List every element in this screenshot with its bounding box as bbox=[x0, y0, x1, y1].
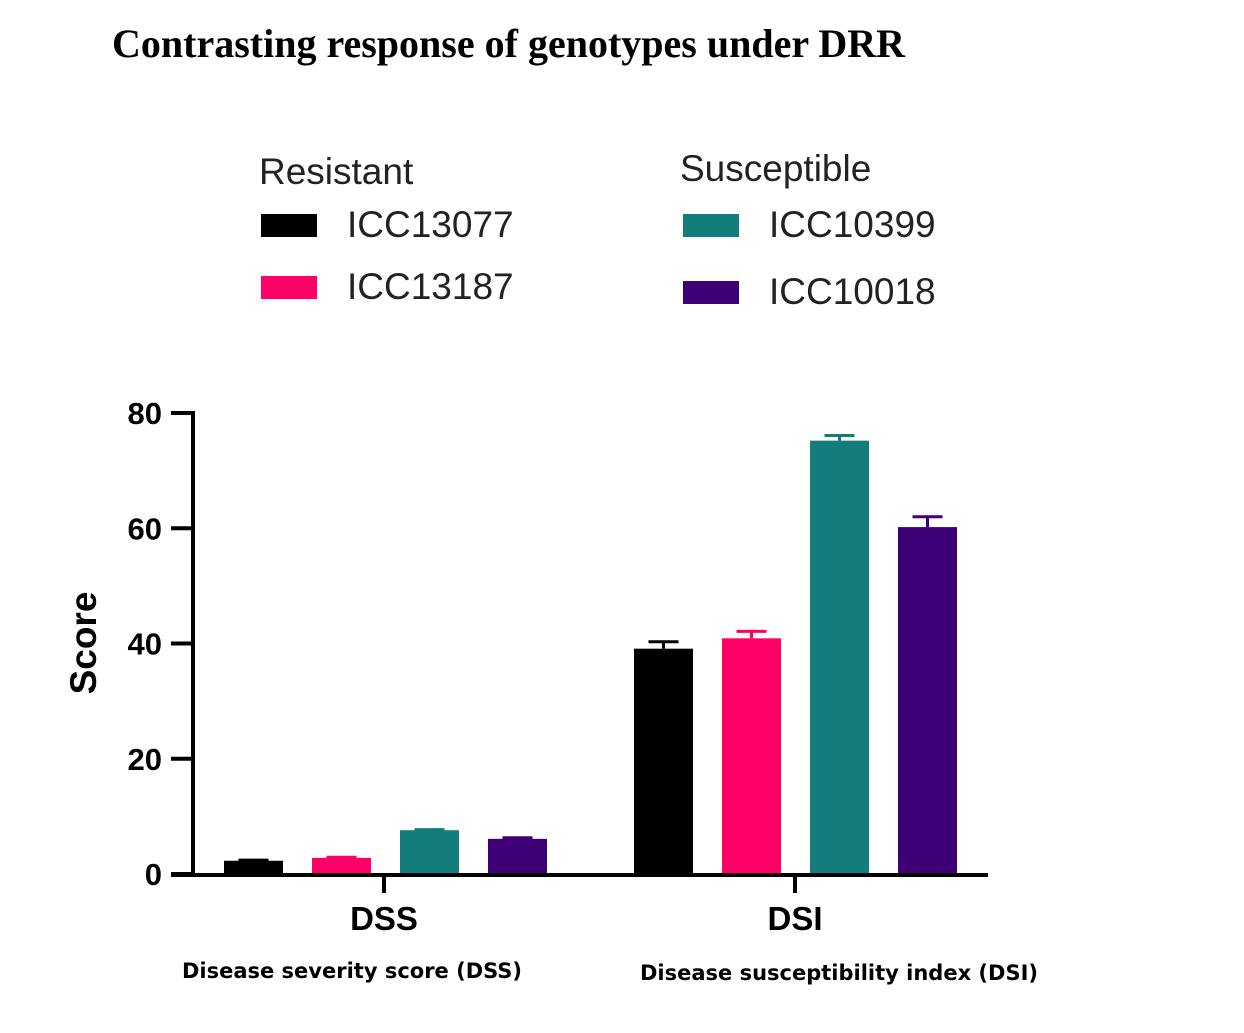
bar-icc10399-dsi bbox=[810, 440, 869, 874]
legend-label-icc13187: ICC13187 bbox=[347, 266, 514, 307]
axes: 0 20 40 60 80 bbox=[128, 396, 988, 893]
bar-icc13077-dsi bbox=[634, 648, 693, 874]
legend-swatch-icc10399 bbox=[683, 214, 739, 237]
y-tick-label-60: 60 bbox=[128, 511, 162, 546]
legend: Resistant ICC13077 ICC13187 Susceptible … bbox=[259, 148, 936, 312]
bar-icc10018-dss bbox=[488, 838, 547, 874]
bar-icc10399-dss bbox=[400, 830, 459, 874]
bar-icc13187-dss bbox=[312, 857, 371, 874]
legend-swatch-icc10018 bbox=[683, 281, 739, 304]
bar-icc10018-dsi bbox=[898, 527, 957, 874]
y-tick-label-20: 20 bbox=[128, 742, 162, 777]
legend-label-icc10018: ICC10018 bbox=[769, 271, 936, 312]
legend-label-icc13077: ICC13077 bbox=[347, 204, 514, 245]
y-tick-label-80: 80 bbox=[128, 396, 162, 431]
legend-swatch-icc13077 bbox=[261, 214, 317, 237]
x-tick-label-dss: DSS bbox=[350, 900, 418, 937]
legend-label-icc10399: ICC10399 bbox=[769, 204, 936, 245]
bars bbox=[224, 433, 957, 874]
y-tick-label-0: 0 bbox=[145, 857, 162, 892]
legend-swatch-icc13187 bbox=[261, 276, 317, 299]
bar-icc13077-dss bbox=[224, 860, 283, 874]
legend-group-title-susceptible: Susceptible bbox=[680, 148, 871, 189]
legend-group-title-resistant: Resistant bbox=[259, 151, 414, 192]
x-tick-label-dsi: DSI bbox=[767, 900, 822, 937]
category-description-dss: Disease severity score (DSS) bbox=[182, 959, 522, 983]
chart-title: Contrasting response of genotypes under … bbox=[112, 21, 906, 66]
bar-icc13187-dsi bbox=[722, 638, 781, 874]
y-tick-label-40: 40 bbox=[128, 627, 162, 662]
y-axis-label: Score bbox=[63, 592, 104, 695]
category-description-dsi: Disease susceptibility index (DSI) bbox=[640, 961, 1038, 985]
